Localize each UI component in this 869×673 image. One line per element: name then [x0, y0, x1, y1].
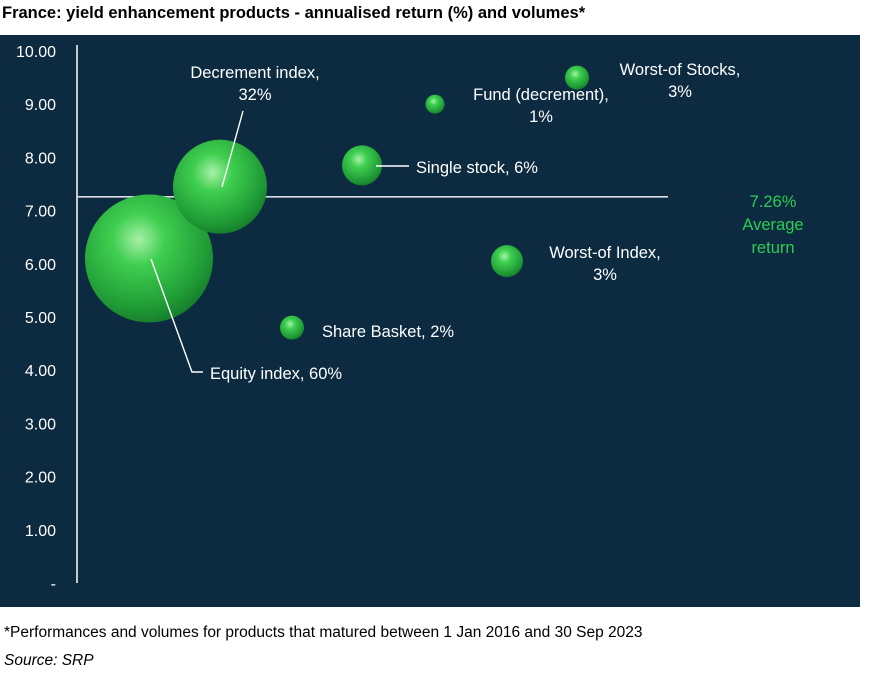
- y-tick-label: 4.00: [25, 363, 56, 380]
- bubble-worst-of-index: [491, 245, 523, 278]
- bubble-label-decrement-index: Decrement index, 32%: [190, 64, 319, 104]
- bubble-decrement-index: [173, 139, 267, 234]
- average-return-label: 7.26% Average return: [742, 193, 803, 257]
- bubble-label-equity-index: Equity index, 60%: [210, 365, 342, 383]
- y-tick-label: -: [51, 576, 56, 593]
- bubbles-group: [85, 65, 589, 340]
- bubble-label-single-stock: Single stock, 6%: [416, 159, 538, 177]
- bubble-label-fund-decrement: Fund (decrement), 1%: [473, 86, 609, 126]
- y-axis-ticks: - 1.00 2.00 3.00 4.00 5.00 6.00 7.00 8.00 9.00 10.…: [16, 44, 56, 593]
- y-tick-label: 9.00: [25, 97, 56, 114]
- y-tick-label: 7.00: [25, 204, 56, 221]
- source-note: Source: SRP: [4, 652, 94, 669]
- plot-background: [0, 35, 860, 607]
- bubble-label-share-basket: Share Basket, 2%: [322, 323, 454, 341]
- y-tick-label: 6.00: [25, 257, 56, 274]
- bubble-share-basket: [280, 315, 304, 340]
- y-tick-label: 2.00: [25, 470, 56, 487]
- bubble-labels-group: Equity index, 60% Decrement index, 32% Sing…: [150, 61, 741, 383]
- bubble-fund-decrement: [425, 94, 445, 114]
- bubble-label-worst-of-stocks: Worst-of Stocks, 3%: [620, 61, 741, 101]
- y-tick-label: 8.00: [25, 150, 56, 167]
- footnote: *Performances and volumes for products t…: [4, 624, 643, 641]
- leader-line-equity-index: [150, 258, 203, 373]
- y-tick-label: 10.00: [16, 44, 56, 61]
- bubble-equity-index: [85, 194, 213, 323]
- bubble-chart: - 1.00 2.00 3.00 4.00 5.00 6.00 7.00 8.00 9.00 10.…: [0, 35, 860, 607]
- bubble-worst-of-stocks: [565, 65, 589, 90]
- y-tick-label: 3.00: [25, 416, 56, 433]
- chart-panel: - 1.00 2.00 3.00 4.00 5.00 6.00 7.00 8.00 9.00 10.…: [0, 35, 860, 607]
- bubble-single-stock: [342, 145, 382, 186]
- y-tick-label: 5.00: [25, 310, 56, 327]
- y-tick-label: 1.00: [25, 523, 56, 540]
- chart-title: France: yield enhancement products - ann…: [2, 4, 586, 22]
- leader-line-decrement-index: [221, 110, 244, 188]
- bubble-label-worst-of-index: Worst-of Index, 3%: [549, 244, 661, 284]
